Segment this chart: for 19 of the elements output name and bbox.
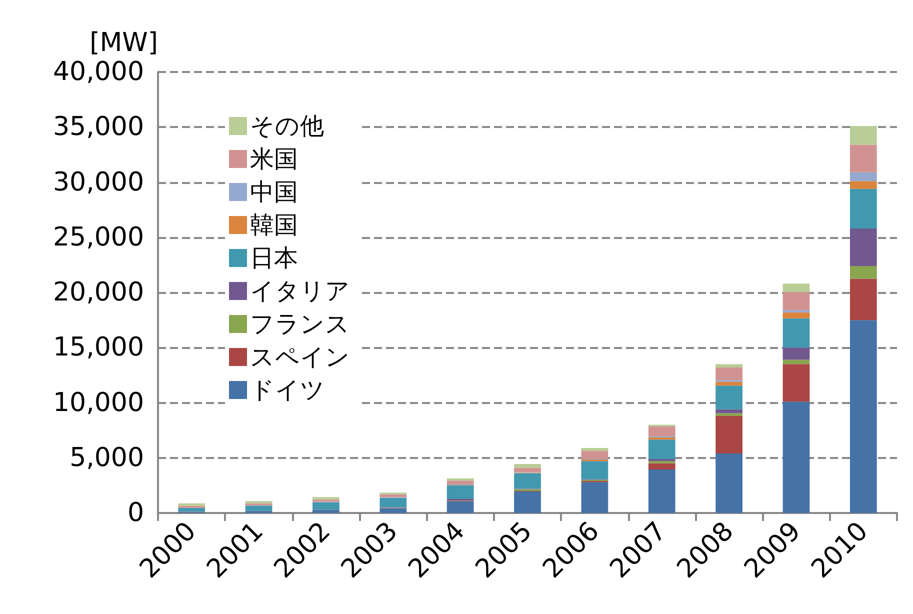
y-tick-label: 15,000	[53, 332, 144, 363]
y-tick-label: 0	[127, 498, 144, 528]
y-tick-label: 30,000	[53, 167, 144, 198]
legend-label: 中国	[250, 178, 298, 206]
y-tick-label: 10,000	[53, 388, 144, 418]
legend-label: その他	[250, 112, 324, 140]
legend-label: 韓国	[250, 211, 298, 239]
y-tick-label: 40,000	[53, 57, 144, 87]
legend-label: 米国	[250, 145, 298, 173]
y-tick-label: 25,000	[53, 222, 144, 252]
legend-label: スペイン	[250, 343, 350, 371]
legend-label: 日本	[250, 244, 298, 272]
y-tick-label: 5,000	[70, 442, 144, 473]
legend-label: フランス	[250, 310, 350, 338]
y-tick-label: 35,000	[53, 112, 144, 142]
y-axis-title: [MW]	[90, 28, 158, 58]
legend-label: イタリア	[250, 277, 350, 305]
y-tick-label: 20,000	[53, 278, 144, 308]
legend-label: ドイツ	[250, 376, 325, 404]
